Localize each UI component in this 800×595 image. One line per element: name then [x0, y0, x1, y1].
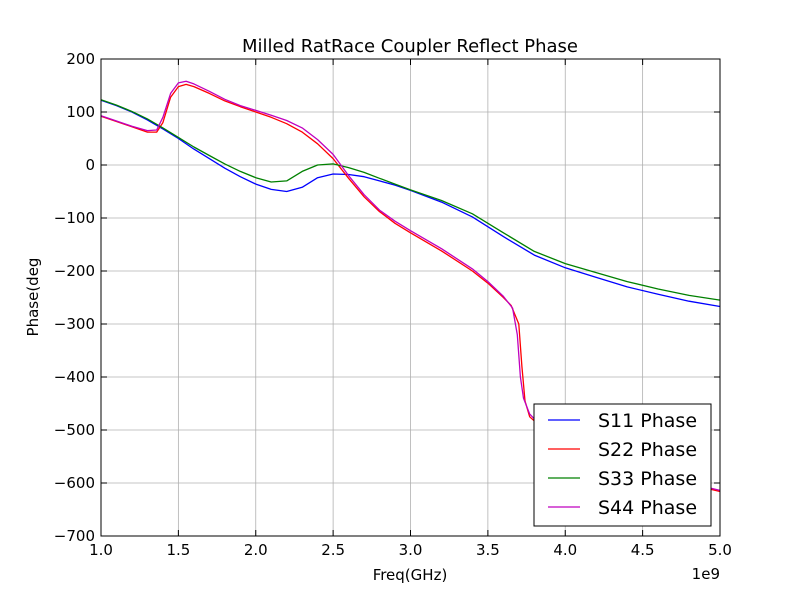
- x-tick-label: 3.5: [476, 541, 500, 559]
- series-line-s33: [100, 99, 721, 301]
- legend-box: [533, 403, 712, 527]
- y-tick-label: −400: [54, 368, 95, 386]
- legend-label: S33 Phase: [598, 468, 697, 490]
- x-tick-label: 4.0: [553, 541, 577, 559]
- legend-label: S22 Phase: [598, 439, 697, 461]
- x-tick-label: 4.5: [631, 541, 655, 559]
- ticks: 1.0 1.5 2.0 2.5 3.0 3.5 4.0 4.5 5.0 200 100 0 −100 −2…: [54, 50, 732, 559]
- y-axis-title: Phase(deg: [24, 258, 42, 337]
- y-tick-label: −700: [54, 527, 95, 545]
- x-tick-label: 2.0: [244, 541, 268, 559]
- y-tick-label: −600: [54, 474, 95, 492]
- x-tick-label: 5.0: [708, 541, 732, 559]
- series-line-s11: [100, 99, 721, 308]
- y-tick-label: 200: [66, 50, 95, 68]
- y-tick-label: −500: [54, 421, 95, 439]
- x-tick-label: 1.0: [89, 541, 113, 559]
- chart-title: Milled RatRace Coupler Reflect Phase: [242, 36, 578, 57]
- grid: [100, 58, 721, 537]
- x-axis-title: Freq(GHz): [373, 566, 448, 584]
- x-tick-label: 2.5: [321, 541, 345, 559]
- legend-label: S44 Phase: [598, 497, 697, 519]
- x-tick-label: 3.0: [399, 541, 423, 559]
- y-tick-label: 100: [66, 103, 95, 121]
- x-offset-label: 1e9: [692, 565, 720, 583]
- legend: S11 Phase S22 Phase S33 Phase S44 Phase: [533, 403, 712, 527]
- y-tick-label: −300: [54, 315, 95, 333]
- y-tick-label: −100: [54, 209, 95, 227]
- y-tick-label: −200: [54, 262, 95, 280]
- y-tick-label: 0: [85, 156, 95, 174]
- legend-label: S11 Phase: [598, 410, 697, 432]
- x-tick-label: 1.5: [166, 541, 190, 559]
